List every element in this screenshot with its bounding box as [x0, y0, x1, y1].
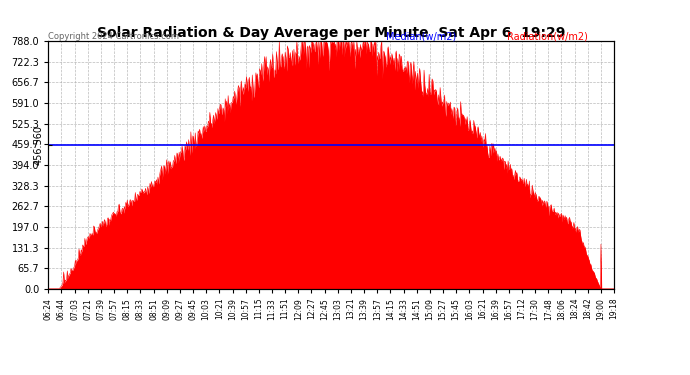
Text: Radiation(w/m2): Radiation(w/m2): [507, 32, 588, 42]
Text: Copyright 2024 Cartronics.com: Copyright 2024 Cartronics.com: [48, 32, 179, 41]
Text: Median(w/m2): Median(w/m2): [386, 32, 457, 42]
Title: Solar Radiation & Day Average per Minute  Sat Apr 6  19:29: Solar Radiation & Day Average per Minute…: [97, 26, 565, 40]
